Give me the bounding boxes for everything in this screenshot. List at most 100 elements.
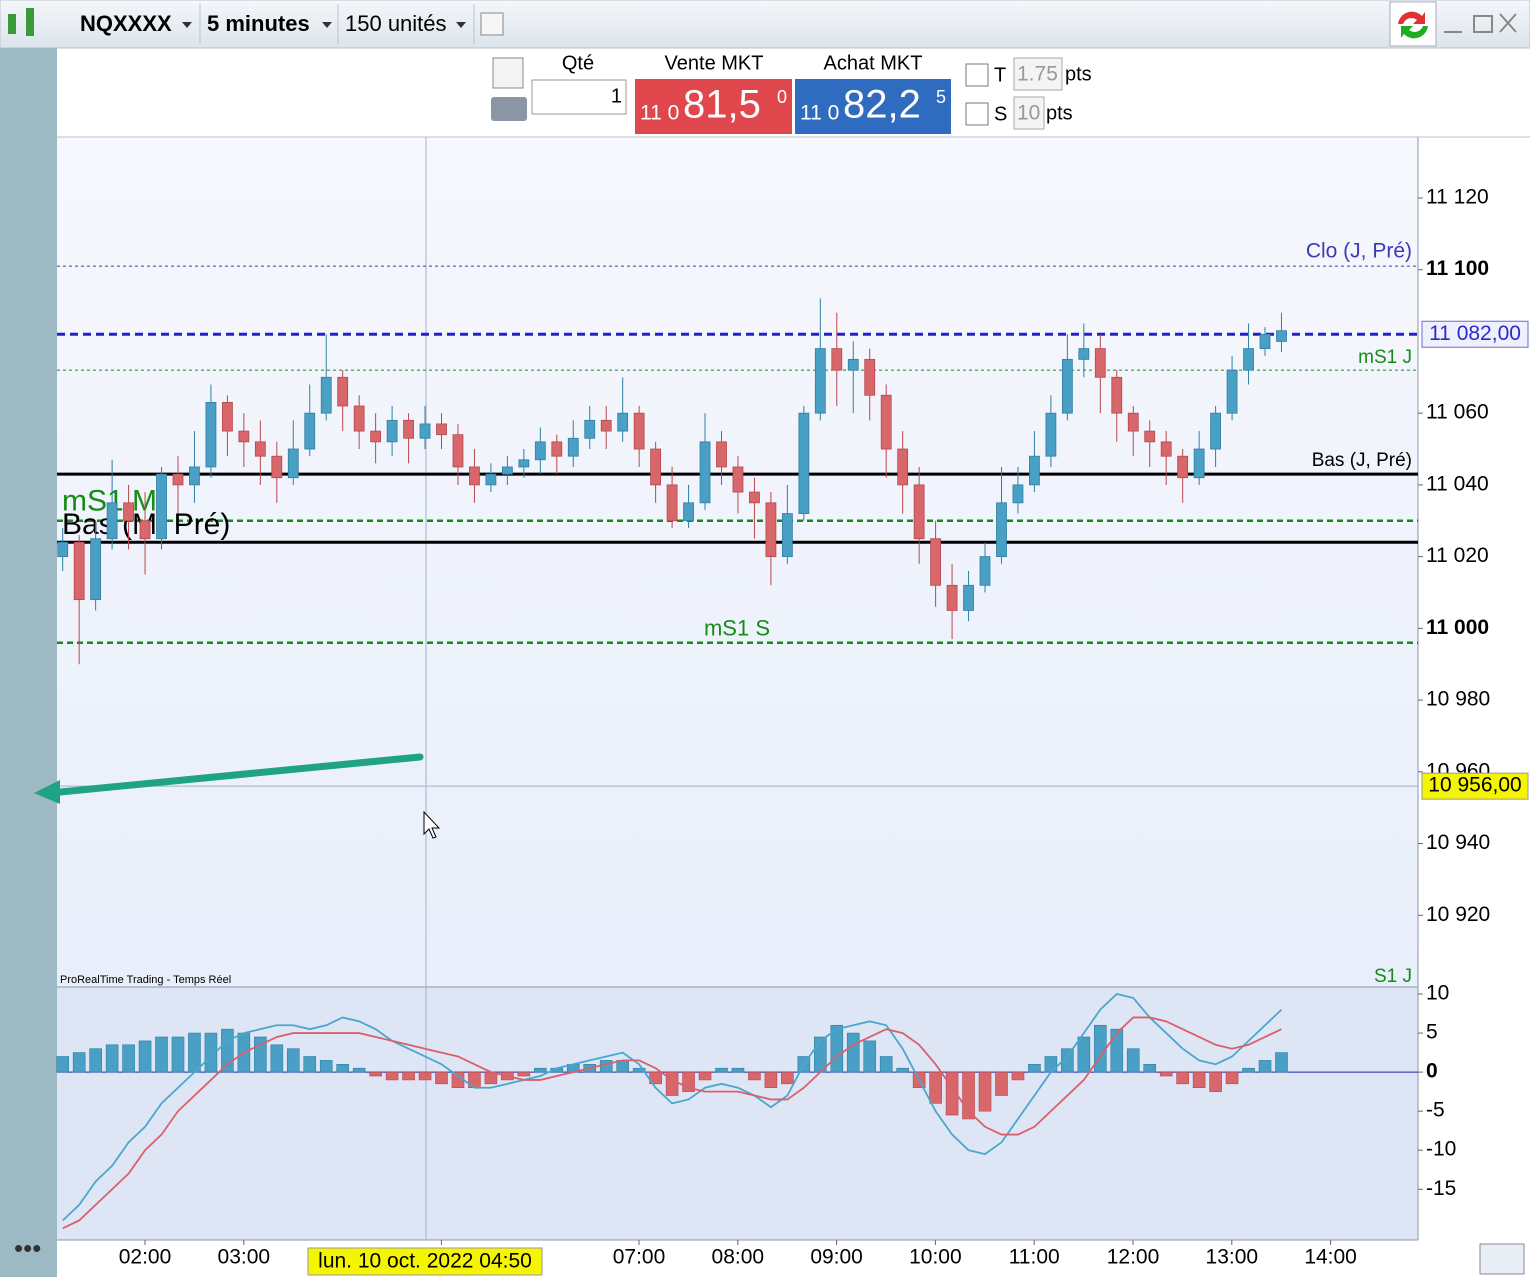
candle-body [880,394,892,450]
histogram-bar [221,1028,234,1073]
window-controls[interactable] [1444,13,1517,33]
buy-sup[interactable]: 5 [936,87,946,107]
candle-body [798,412,810,514]
symbol[interactable]: NQXXXX [80,11,172,36]
s-checkbox[interactable] [965,102,989,126]
x-tick-label: 13:00 [1206,1246,1259,1269]
y-tick-label: 10 920 [1426,903,1490,926]
candle-body [320,376,332,414]
level-label: mS1 J [1358,347,1412,368]
x-tick-label: 07:00 [613,1246,666,1269]
candle-body [584,419,596,439]
y-tick-label: 10 [1426,982,1449,1005]
toolbar [0,0,1530,49]
histogram-bar [385,1071,399,1081]
candle-body [650,448,662,486]
candle-body [765,502,777,558]
t-input[interactable] [1013,57,1063,91]
info-button[interactable] [480,12,504,36]
keyboard-button[interactable] [491,97,527,121]
units[interactable]: 150 unités [345,11,447,36]
candle-body [1193,448,1205,479]
candle-body [781,513,793,558]
candle-body [913,484,925,540]
histogram-bar [665,1071,679,1096]
candle-body [1243,348,1254,371]
candle-body [287,448,299,479]
candle-body [1276,330,1287,342]
candle-body [1111,376,1123,414]
candle-body [271,455,283,479]
order-panel: Qté 1 Vente MKT 11 0 81,5 0 Achat MKT 11… [491,52,1092,134]
chart-icon[interactable] [8,14,16,34]
sell-prefix[interactable]: 11 0 [640,102,679,125]
sell-sup[interactable]: 0 [777,87,787,107]
settings-button[interactable] [492,57,524,89]
sell-button[interactable] [635,79,792,134]
y-tick-label: 10 940 [1426,831,1490,854]
s-input[interactable] [1013,96,1045,130]
histogram-bar [1275,1052,1288,1073]
x-tick-label: 14:00 [1304,1246,1357,1269]
macd-line [62,993,1283,1222]
histogram-bar [72,1052,86,1073]
signal-line [62,1016,1282,1230]
sell-label: Vente MKT [665,52,764,74]
histogram-bar [1192,1071,1206,1089]
candle-body [337,376,349,407]
timeframe[interactable]: 5 minutes [207,11,310,36]
y-tick-label: 5 [1426,1021,1438,1044]
histogram-bar [270,1044,284,1073]
candle-body [1078,348,1090,360]
qty-label: Qté [562,52,594,74]
qty-value[interactable]: 1 [611,85,622,107]
histogram-bar [105,1044,119,1073]
sell-price[interactable]: 81,5 [683,83,761,127]
candle-body [633,412,645,450]
candle-body [501,466,513,475]
more-button[interactable]: ••• [14,1233,41,1263]
histogram-bar [1242,1067,1255,1073]
histogram-bar [879,1056,893,1073]
histogram-bar [1028,1064,1041,1073]
scroll-button[interactable] [1479,1243,1525,1275]
candle-body [617,412,629,432]
buy-prefix[interactable]: 11 0 [800,102,839,125]
cursor-time-box [307,1247,543,1276]
y-tick-label: 10 980 [1426,688,1490,711]
candle-body [897,448,909,486]
t-checkbox[interactable] [965,63,989,87]
s-value[interactable]: 10 [1017,102,1040,125]
y-tick-label: -15 [1426,1177,1456,1200]
y-tick-label: -10 [1426,1138,1456,1161]
indicator-panel [57,987,1418,1240]
buy-price[interactable]: 82,2 [843,83,921,127]
histogram-bar [632,1067,646,1073]
s-unit: pts [1046,102,1073,124]
indicator-label: S1 J [1374,966,1412,987]
x-tick-label: 11:00 [1009,1246,1060,1269]
histogram-bar [995,1071,1008,1096]
candle-body [683,502,694,522]
candle-body [139,520,151,540]
histogram-bar [1143,1064,1157,1073]
candle-body [403,419,414,439]
t-value[interactable]: 1.75 [1017,63,1058,86]
toolbar-items: NQXXXX 5 minutes 150 unités [8,1,1517,47]
price-label: 10 956,00 [1428,774,1521,797]
histogram-bar [863,1040,877,1073]
candle-body [1045,412,1057,457]
candle-body [699,441,711,504]
candle-body [353,405,365,432]
qty-input[interactable] [531,79,627,115]
histogram-bar [435,1071,448,1085]
histogram-bar [319,1060,333,1073]
price-label-box [1421,320,1529,348]
y-tick-label: 11 060 [1426,401,1489,424]
sidebar [0,48,57,1277]
y-tick-label: -5 [1426,1099,1445,1122]
candle-body [386,419,398,443]
buy-button[interactable] [795,79,951,134]
candle-body [1259,333,1271,350]
